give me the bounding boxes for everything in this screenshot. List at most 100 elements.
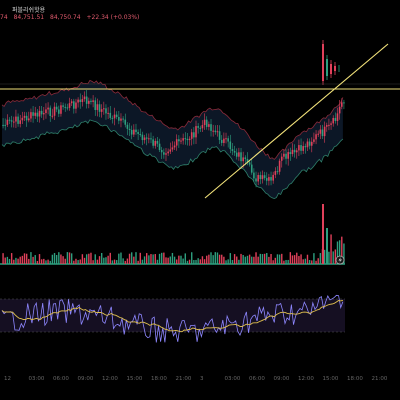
volume-bar [191,252,193,264]
candle-body [220,139,223,143]
candle-body [199,127,202,129]
candle-body [326,59,328,76]
volume-bar [28,258,30,264]
volume-bar [81,254,84,264]
candle-body [163,152,165,155]
candle-body [152,139,154,146]
candle-body [21,117,24,121]
candle-body [278,160,281,172]
candle-body [58,109,60,114]
candle-body [96,104,99,110]
volume-bar [255,252,257,264]
volume-bar [225,260,227,264]
ohlc-open: 74 [0,14,8,21]
candle-body [92,100,94,102]
volume-bar [60,254,62,264]
volume-bar [326,228,328,264]
volume-bar [287,259,289,264]
candle-body [6,119,9,125]
volume-bar [266,253,268,264]
candle-body [135,129,137,133]
candle-body [23,115,26,118]
volume-bar [77,260,79,264]
candle-body [259,175,262,180]
candle-body [25,115,28,121]
volume-bar [148,255,150,264]
candle-body [160,149,163,153]
candle-body [62,105,64,107]
candle-body [88,100,90,104]
candle-body [111,117,114,119]
volume-bar [178,255,180,264]
candle-body [255,178,257,182]
candle-body [210,124,212,131]
volume-bar [94,254,96,264]
volume-bar [341,236,343,264]
time-axis-tick: 06:00 [53,376,69,382]
candle-body [233,150,236,153]
volume-bar [10,253,13,264]
time-axis-tick: 12:00 [298,376,314,382]
time-axis-tick: 18:00 [347,376,363,382]
candle-body [322,44,324,81]
volume-bar [317,258,319,264]
candle-body [193,132,195,138]
candle-body [253,172,255,179]
ohlc-high: 84,751.51 [13,14,45,21]
candle-body [173,145,176,148]
volume-bar [66,252,69,264]
volume-bar [263,253,266,264]
candle-body [261,175,264,180]
volume-bar [268,256,270,264]
candle-body [310,141,313,146]
time-axis[interactable]: 12 03:00 06:00 09:00 12:00 15:00 18:00 21:00 3 03… [0,374,400,388]
volume-bar [150,254,152,264]
candle-body [268,177,270,181]
candle-body [205,119,208,127]
candle-body [156,140,159,144]
candle-body [51,115,54,117]
candle-body [263,175,266,179]
candle-body [133,129,135,135]
candle-body [169,149,172,152]
candle-body [276,171,279,173]
volume-bar [186,260,189,264]
candle-body [150,138,152,140]
volume-bar [133,256,135,264]
volume-bar [167,257,169,264]
candle-body [334,66,336,71]
volume-bar [322,204,324,264]
volume-bar [242,255,244,264]
volume-bar [197,258,199,264]
volume-bar [231,260,234,264]
volume-bar [311,260,313,264]
volume-bar [278,254,281,264]
volume-bar [6,256,9,264]
volume-bar [135,252,137,264]
candle-body [184,138,187,140]
volume-bar [319,253,322,264]
candle-body [36,112,39,117]
candle-body [338,106,341,114]
volume-bar [203,259,206,264]
candle-body [291,149,294,155]
volume-bar [199,259,201,264]
candle-body [47,107,49,110]
volume-bar [173,256,176,264]
volume-bar [17,258,19,264]
candle-body [70,101,73,104]
price-chart[interactable] [0,0,400,374]
time-axis-tick: 3 [200,376,204,382]
candle-body [40,110,43,115]
volume-bar [53,253,56,264]
volume-bar [113,259,116,264]
candle-body [212,130,214,132]
volume-bar [188,259,191,264]
volume-bar [176,259,178,264]
candle-body [208,124,210,127]
candle-body [85,96,88,104]
time-axis-tick: 12 [4,376,11,382]
candle-body [34,112,37,116]
candle-body [38,110,41,117]
candle-body [75,102,77,109]
